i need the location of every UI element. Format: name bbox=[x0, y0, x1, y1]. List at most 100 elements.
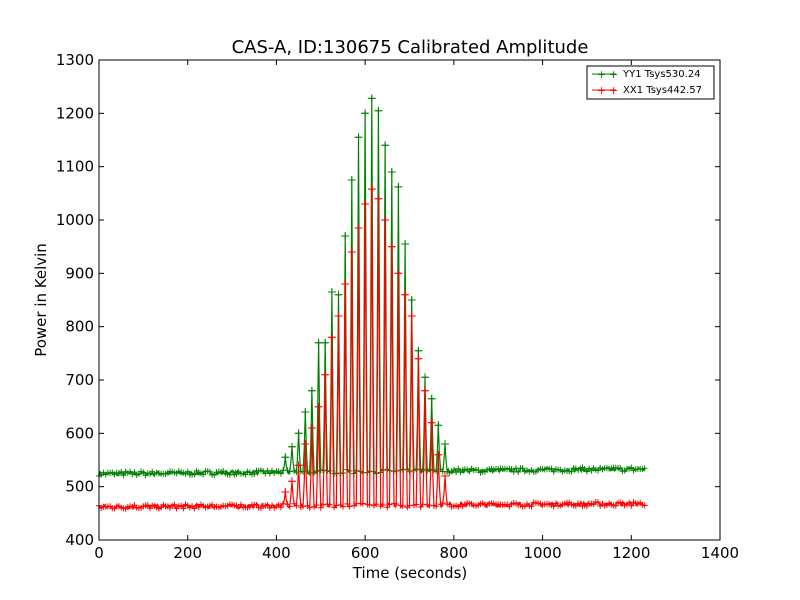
y-tick-label: 700 bbox=[65, 371, 94, 389]
data-point bbox=[426, 466, 433, 473]
data-point bbox=[628, 502, 635, 509]
data-point bbox=[206, 468, 213, 475]
peak-point bbox=[307, 386, 316, 395]
peak-point bbox=[361, 200, 370, 208]
x-tick-label: 200 bbox=[173, 544, 202, 562]
x-axis-title: Time (seconds) bbox=[352, 564, 468, 582]
data-point bbox=[313, 502, 320, 509]
peak-point bbox=[347, 176, 356, 184]
data-point bbox=[277, 504, 284, 511]
legend-label-yy1: YY1 Tsys530.24 bbox=[622, 69, 701, 80]
data-point bbox=[366, 501, 373, 508]
legend-marker-yy1-b: + bbox=[609, 68, 618, 81]
peak-point bbox=[394, 182, 403, 191]
data-point bbox=[379, 502, 386, 508]
x-tick-label: 600 bbox=[351, 544, 380, 562]
y-tick-label: 1300 bbox=[56, 51, 94, 69]
peak-point bbox=[407, 296, 416, 304]
peak-point bbox=[387, 242, 396, 251]
data-point bbox=[306, 504, 313, 511]
peak-point bbox=[434, 450, 443, 459]
y-tick-label: 1000 bbox=[56, 211, 94, 229]
peak-point bbox=[327, 333, 336, 342]
peak-point bbox=[361, 109, 370, 118]
y-tick-label: 900 bbox=[65, 264, 94, 282]
data-point bbox=[277, 470, 284, 477]
data-point bbox=[200, 471, 207, 478]
peak-point bbox=[341, 232, 350, 240]
peak-point bbox=[401, 290, 410, 299]
data-point bbox=[393, 501, 400, 508]
data-point bbox=[333, 502, 340, 509]
peak-point bbox=[414, 346, 423, 355]
data-point bbox=[433, 503, 440, 510]
data-point bbox=[340, 503, 346, 510]
data-point bbox=[180, 505, 187, 512]
data-point bbox=[455, 465, 462, 472]
data-point bbox=[641, 502, 648, 509]
peak-point bbox=[334, 290, 343, 299]
data-point bbox=[293, 502, 300, 509]
data-point bbox=[120, 472, 127, 479]
peak-point bbox=[301, 408, 310, 416]
data-point bbox=[617, 465, 624, 471]
legend-marker-yy1: + bbox=[597, 68, 606, 81]
peak-point bbox=[401, 240, 410, 248]
peak-point bbox=[367, 94, 376, 103]
peak-point bbox=[394, 269, 403, 278]
data-point bbox=[286, 503, 293, 510]
x-tick-label: 400 bbox=[262, 544, 291, 562]
data-point bbox=[286, 468, 293, 475]
peak-point bbox=[354, 224, 363, 232]
x-tick-label: 1400 bbox=[701, 544, 739, 562]
x-tick-label: 800 bbox=[440, 544, 469, 562]
peak-point bbox=[427, 418, 436, 427]
peak-point bbox=[387, 168, 396, 176]
axis-ticks: 0 200 400 600 800 1000 1200 1400 400 500 600 700 800… bbox=[56, 51, 739, 562]
peak-point bbox=[321, 370, 330, 379]
peak-point bbox=[307, 424, 316, 432]
peak-point bbox=[441, 440, 449, 448]
data-point bbox=[439, 500, 446, 506]
peak-point bbox=[301, 440, 310, 448]
data-point bbox=[413, 501, 420, 508]
data-point bbox=[313, 468, 320, 475]
data-point bbox=[548, 465, 555, 472]
data-point bbox=[326, 501, 333, 508]
peak-point bbox=[414, 354, 423, 363]
peak-point bbox=[334, 312, 343, 320]
data-point bbox=[595, 499, 601, 506]
peak-point bbox=[434, 421, 443, 430]
legend-marker-xx1-b: + bbox=[609, 84, 618, 97]
legend-marker-xx1: + bbox=[597, 84, 606, 97]
data-point bbox=[251, 471, 258, 478]
peak-point bbox=[281, 488, 290, 496]
data-point bbox=[191, 471, 198, 478]
chart-title: CAS-A, ID:130675 Calibrated Amplitude bbox=[232, 37, 589, 58]
peak-point bbox=[294, 429, 303, 438]
peak-point bbox=[381, 141, 390, 150]
peak-point bbox=[341, 280, 350, 288]
x-tick-label: 0 bbox=[94, 544, 104, 562]
peak-point bbox=[321, 338, 330, 347]
peak-point bbox=[374, 194, 383, 203]
y-tick-label: 800 bbox=[65, 318, 94, 336]
data-point bbox=[346, 503, 353, 510]
legend-box bbox=[586, 65, 715, 100]
peak-point bbox=[288, 442, 296, 451]
data-point bbox=[528, 503, 535, 510]
data-point bbox=[320, 501, 326, 508]
data-point bbox=[568, 468, 575, 475]
data-point bbox=[583, 468, 590, 475]
x-tick-label: 1000 bbox=[523, 544, 561, 562]
peak-point bbox=[354, 133, 363, 142]
data-point bbox=[171, 501, 178, 508]
peak-point bbox=[294, 461, 303, 470]
data-point bbox=[373, 501, 380, 508]
data-point bbox=[359, 500, 366, 507]
peak-point bbox=[281, 453, 290, 462]
peak-point bbox=[427, 394, 436, 403]
y-tick-label: 1100 bbox=[56, 158, 94, 176]
peak-point bbox=[367, 185, 376, 194]
